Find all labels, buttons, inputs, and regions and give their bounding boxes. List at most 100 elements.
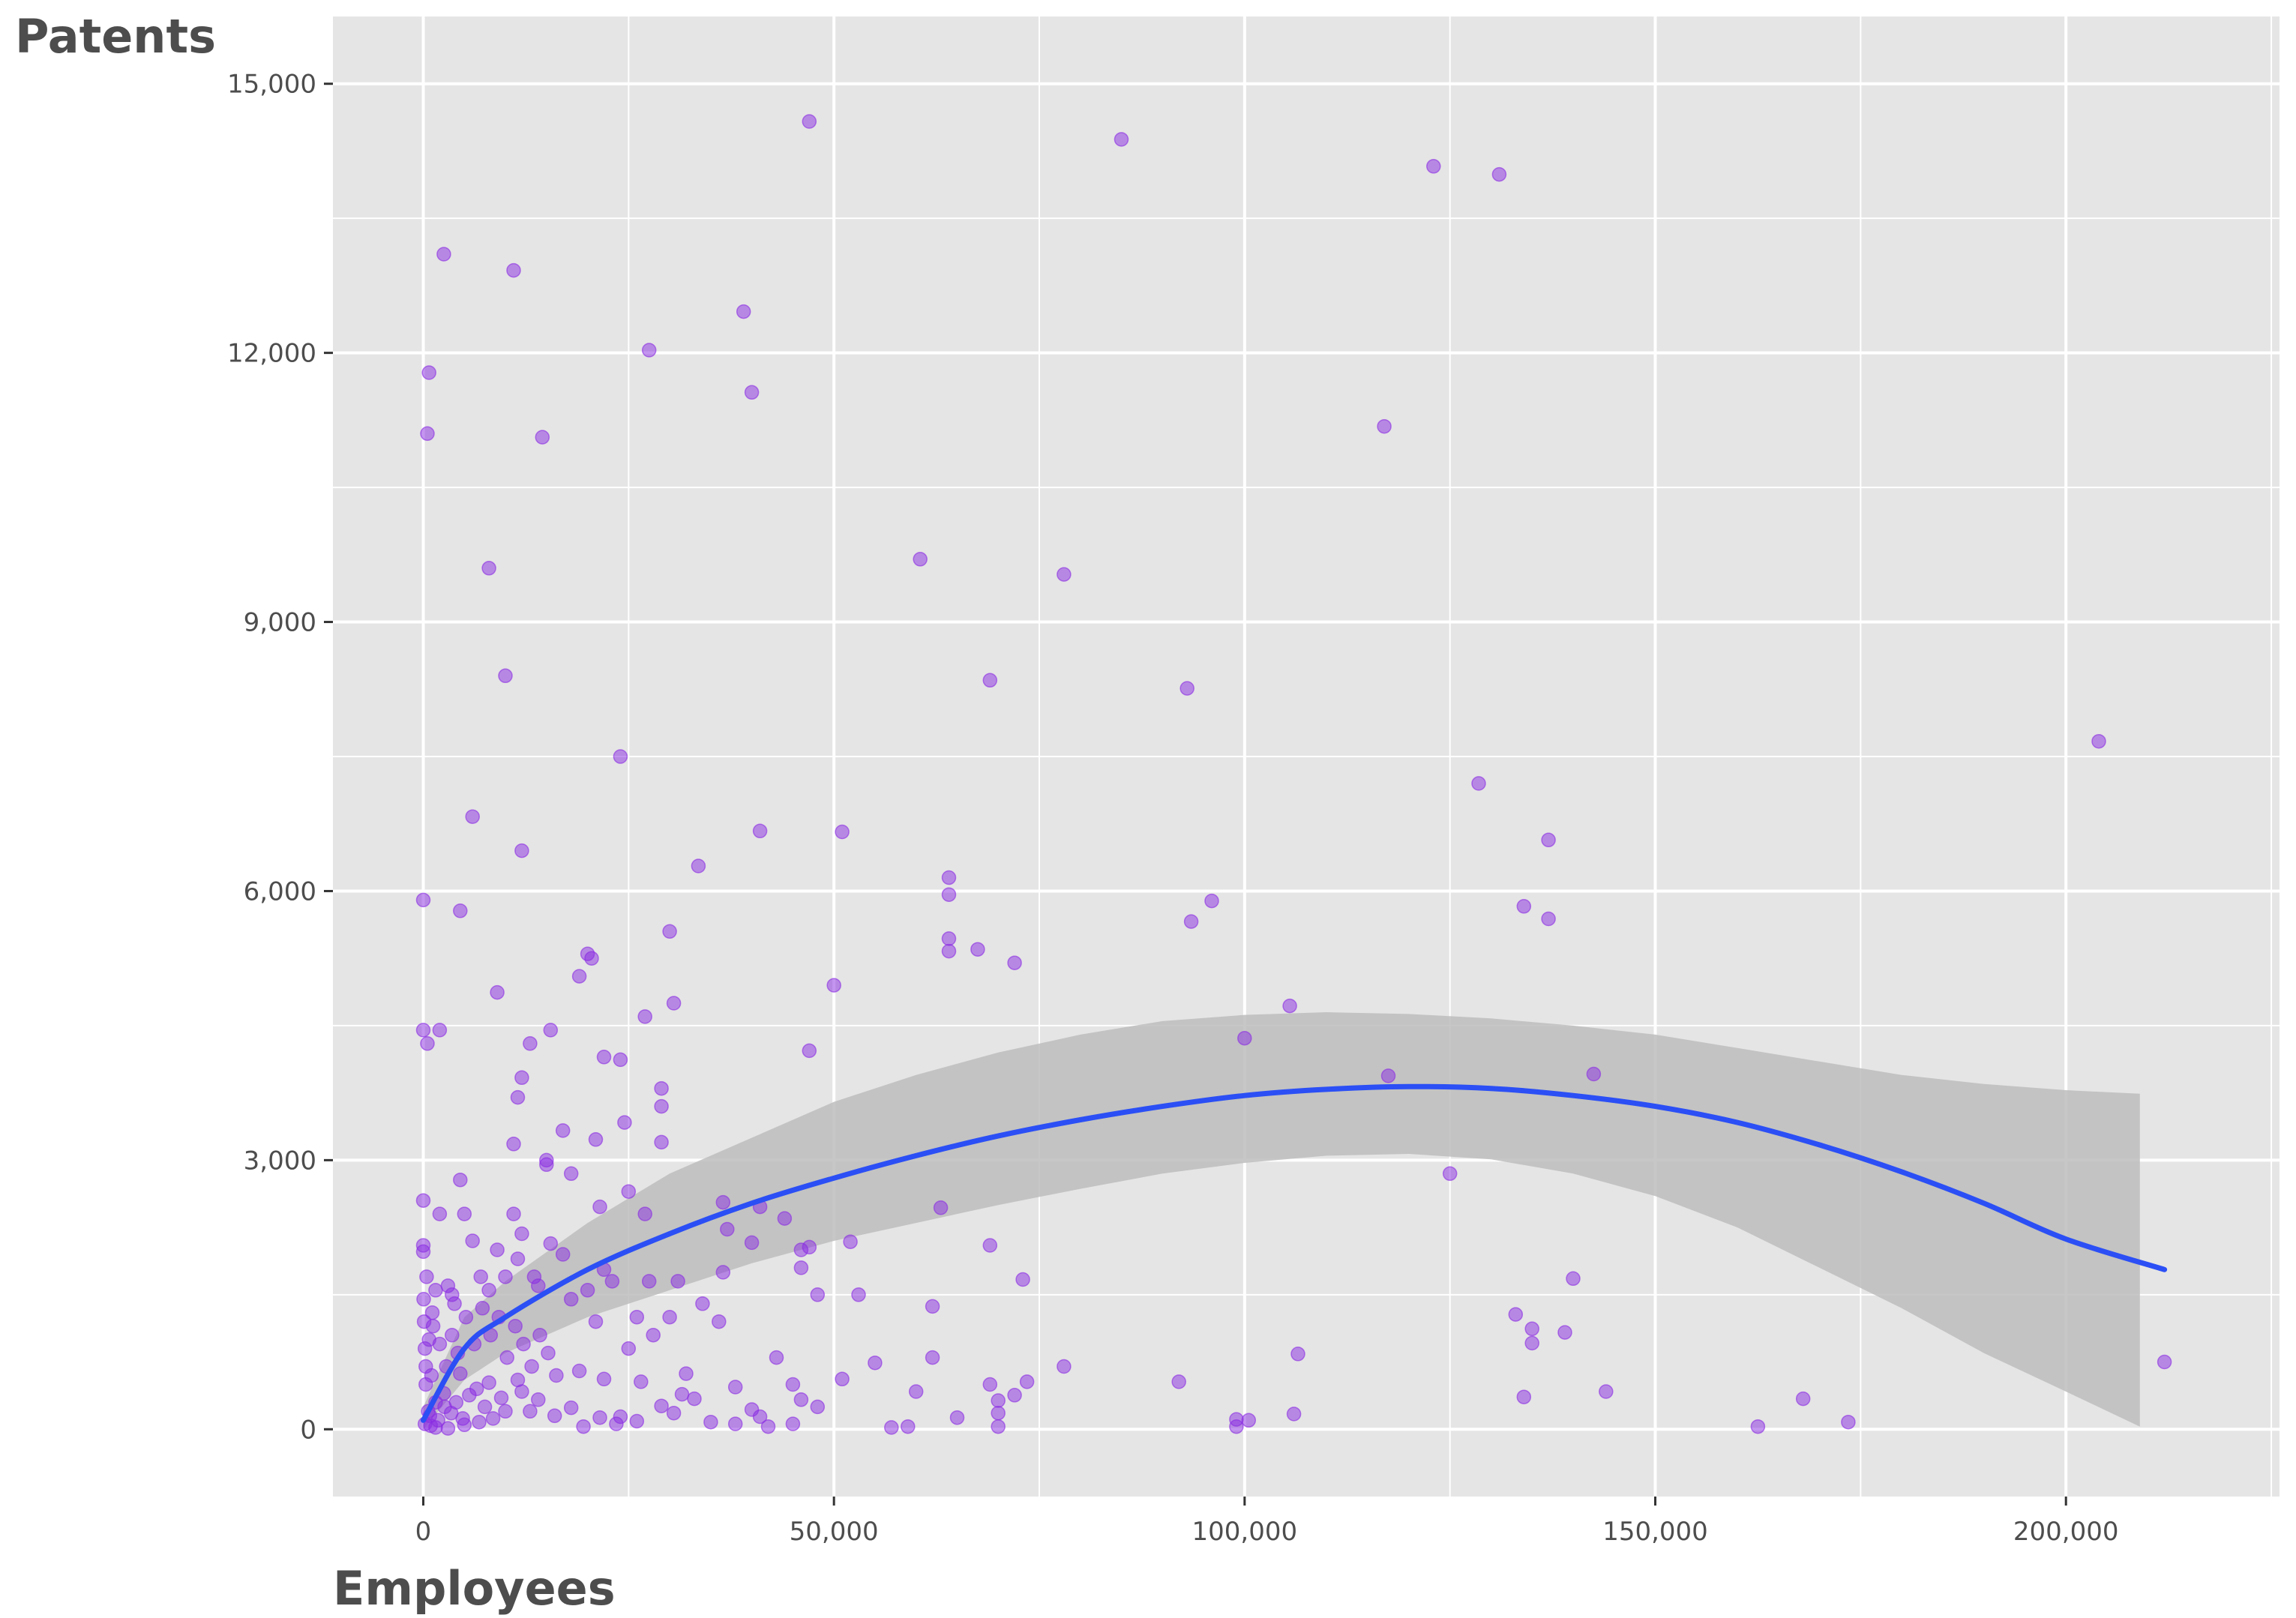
data-point <box>729 1417 742 1431</box>
data-point <box>622 1342 635 1356</box>
data-point <box>585 951 598 965</box>
data-point <box>463 1389 476 1402</box>
data-point <box>454 1367 467 1380</box>
data-point <box>508 1320 522 1333</box>
data-point <box>943 871 956 885</box>
data-point <box>525 1360 538 1374</box>
data-point <box>991 1420 1005 1434</box>
data-point <box>630 1311 643 1324</box>
data-point <box>532 1393 545 1407</box>
data-point <box>417 893 430 906</box>
data-point <box>951 1411 964 1425</box>
data-point <box>754 824 767 837</box>
data-point <box>556 1124 570 1137</box>
data-point <box>422 366 436 379</box>
data-point <box>533 1329 547 1342</box>
data-point <box>679 1367 693 1380</box>
data-point <box>934 1201 948 1215</box>
data-point <box>667 1407 681 1420</box>
data-point <box>507 1137 520 1151</box>
data-point <box>1008 1389 1021 1402</box>
data-point <box>655 1399 668 1413</box>
data-point <box>1472 777 1485 790</box>
data-point <box>655 1135 668 1149</box>
data-point <box>1751 1420 1764 1434</box>
data-point <box>794 1393 808 1407</box>
data-point <box>1242 1413 1255 1427</box>
data-point <box>550 1369 563 1383</box>
data-point <box>634 1375 648 1389</box>
data-point <box>420 1270 433 1284</box>
data-point <box>721 1223 734 1236</box>
data-point <box>1238 1032 1251 1045</box>
data-point <box>745 385 759 399</box>
y-tick-label: 6,000 <box>244 876 316 906</box>
data-point <box>802 1240 816 1254</box>
data-point <box>991 1407 1005 1420</box>
data-point <box>482 1376 496 1389</box>
y-axis-title: Patents <box>15 9 216 64</box>
data-point <box>971 942 985 956</box>
data-point <box>535 430 549 444</box>
data-point <box>593 1200 607 1214</box>
data-point <box>663 1311 676 1324</box>
data-point <box>688 1392 701 1406</box>
data-point <box>704 1416 718 1429</box>
data-point <box>646 1329 660 1342</box>
data-point <box>1016 1273 1030 1287</box>
data-point <box>983 673 997 687</box>
data-point <box>433 1207 446 1221</box>
data-point <box>593 1411 607 1425</box>
data-point <box>523 1037 537 1050</box>
y-tick-label: 9,000 <box>244 608 316 638</box>
data-point <box>1842 1416 1855 1429</box>
data-point <box>426 1306 439 1320</box>
data-point <box>490 986 504 999</box>
data-point <box>487 1412 500 1425</box>
data-point <box>427 1320 440 1333</box>
data-point <box>1115 133 1129 146</box>
data-point <box>515 1227 529 1241</box>
data-point <box>811 1400 824 1413</box>
y-tick-label: 15,000 <box>227 70 316 100</box>
data-point <box>472 1416 486 1429</box>
data-point <box>618 1116 631 1129</box>
data-point <box>1382 1069 1395 1083</box>
x-axis-ticks: 050,000100,000150,000200,000 <box>415 1497 2119 1547</box>
data-point <box>1377 420 1391 433</box>
data-point <box>429 1284 442 1297</box>
x-axis-title: Employees <box>333 1561 616 1616</box>
data-point <box>1525 1322 1539 1335</box>
data-point <box>638 1207 652 1221</box>
data-point <box>1797 1392 1810 1406</box>
data-point <box>540 1158 553 1171</box>
data-point <box>417 1194 430 1207</box>
data-point <box>655 1100 668 1113</box>
data-point <box>441 1279 454 1293</box>
data-point <box>716 1266 730 1279</box>
data-point <box>515 844 529 858</box>
data-point <box>507 1207 520 1221</box>
data-point <box>565 1167 578 1180</box>
data-point <box>466 1234 479 1248</box>
data-point <box>589 1133 603 1146</box>
data-point <box>544 1237 557 1251</box>
data-point <box>638 1010 652 1023</box>
data-point <box>913 553 927 566</box>
data-point <box>786 1417 799 1431</box>
data-point <box>868 1356 882 1370</box>
x-tick-label: 100,000 <box>1192 1517 1298 1547</box>
data-point <box>1566 1272 1580 1285</box>
data-point <box>943 945 956 958</box>
data-point <box>852 1288 865 1302</box>
data-point <box>983 1239 997 1252</box>
data-point <box>1008 956 1021 969</box>
data-point <box>581 1284 595 1297</box>
data-point <box>2158 1356 2172 1369</box>
data-point <box>729 1380 742 1394</box>
data-point <box>1517 900 1530 913</box>
data-point <box>482 1284 496 1297</box>
data-point <box>456 1412 469 1425</box>
data-point <box>716 1196 730 1209</box>
data-point <box>811 1288 824 1302</box>
